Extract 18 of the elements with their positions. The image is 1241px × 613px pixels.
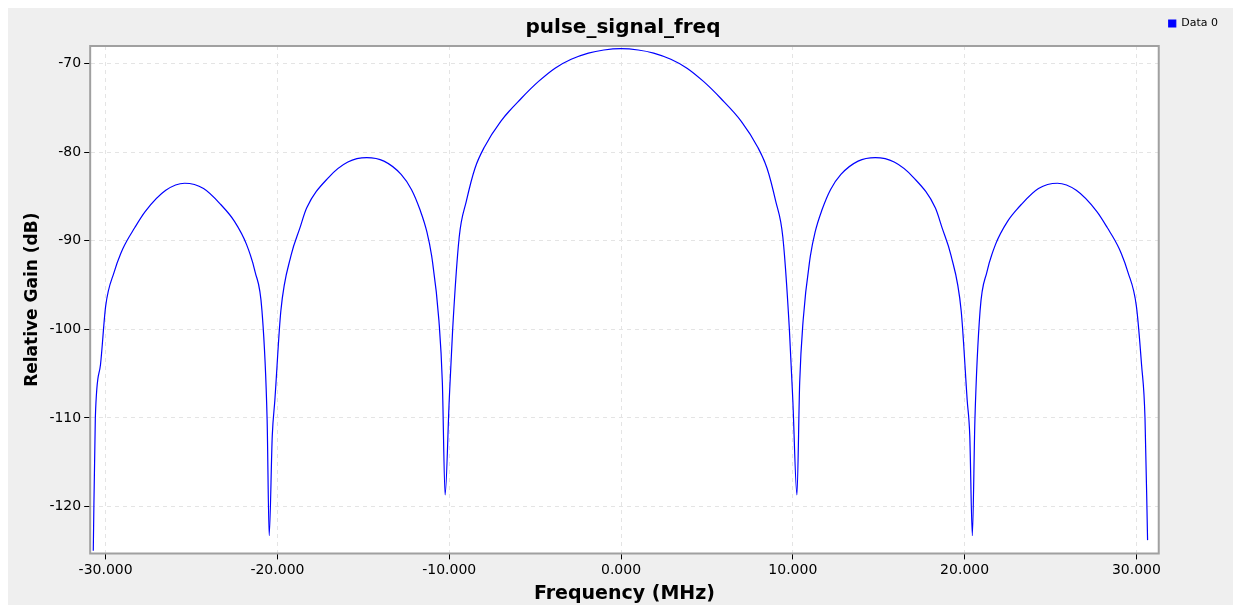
y-tick-label: -70 [58, 54, 82, 71]
chart-title: pulse_signal_freq [525, 14, 721, 39]
x-tick-label: -10.000 [422, 561, 477, 578]
x-tick-label: 0.000 [600, 561, 642, 578]
x-tick-label: -30.000 [78, 561, 133, 578]
x-tick-label: 10.000 [768, 561, 818, 578]
y-axis-title: Relative Gain (dB) [20, 212, 41, 387]
y-tick-label: -80 [58, 142, 82, 159]
line-series [92, 48, 1149, 552]
y-tick-label: -90 [58, 231, 82, 248]
x-tick-label: -20.000 [250, 561, 305, 578]
y-tick-label: -110 [49, 408, 82, 425]
x-tick-label: 30.000 [1111, 561, 1161, 578]
x-tick-label: 20.000 [940, 561, 990, 578]
y-tick-label: -120 [49, 497, 82, 514]
y-tick-label: -100 [49, 320, 82, 337]
legend-label: Data 0 [1181, 16, 1219, 30]
x-axis-title: Frequency (MHz) [533, 580, 715, 603]
